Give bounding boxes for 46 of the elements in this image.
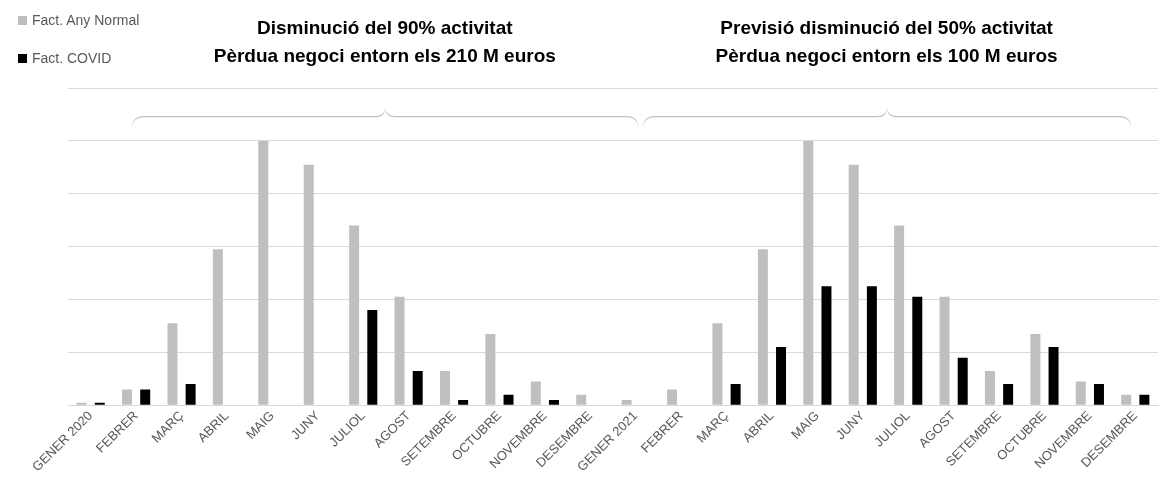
bar [530,381,541,405]
bar [866,286,877,405]
bar [848,164,859,405]
bar [140,389,151,405]
bar [458,399,469,405]
bar [1121,394,1132,405]
bar [349,225,360,405]
bar [185,384,196,405]
bar [367,310,378,405]
bar [912,296,923,405]
bar [821,286,832,405]
bar [757,249,768,405]
bar [94,402,105,405]
bar [258,140,269,405]
bar [803,140,814,405]
bar [412,370,423,405]
bar [485,333,496,405]
bar [1139,394,1150,405]
bar [667,389,678,405]
bar [439,370,450,405]
bar [1048,347,1059,405]
text: Disminució del 90% activitat Pèrdua negoci entorn els 210 M euros [213,17,556,66]
bar [394,296,405,405]
bar [1003,384,1014,405]
bar [957,357,968,405]
bar [1030,333,1041,405]
bar [894,225,905,405]
bar [984,370,995,405]
bar [576,394,587,405]
bar [939,296,950,405]
bar [776,347,787,405]
bar [1093,384,1104,405]
bar [167,323,178,405]
bar [621,399,632,405]
bar [730,384,741,405]
bar [1075,381,1086,405]
text: Previsió disminució del 50% activitat Pèrdua negoci entorn els 100 M euros [714,16,1059,68]
bar [712,323,723,405]
legend-label: Fact. Any Normal [32,12,140,28]
bar [122,389,133,405]
legend-label: Fact. COVID [32,50,112,66]
bar [76,402,87,405]
bar [303,164,314,405]
bar [503,394,514,405]
bar [212,249,223,405]
bar [548,399,559,405]
